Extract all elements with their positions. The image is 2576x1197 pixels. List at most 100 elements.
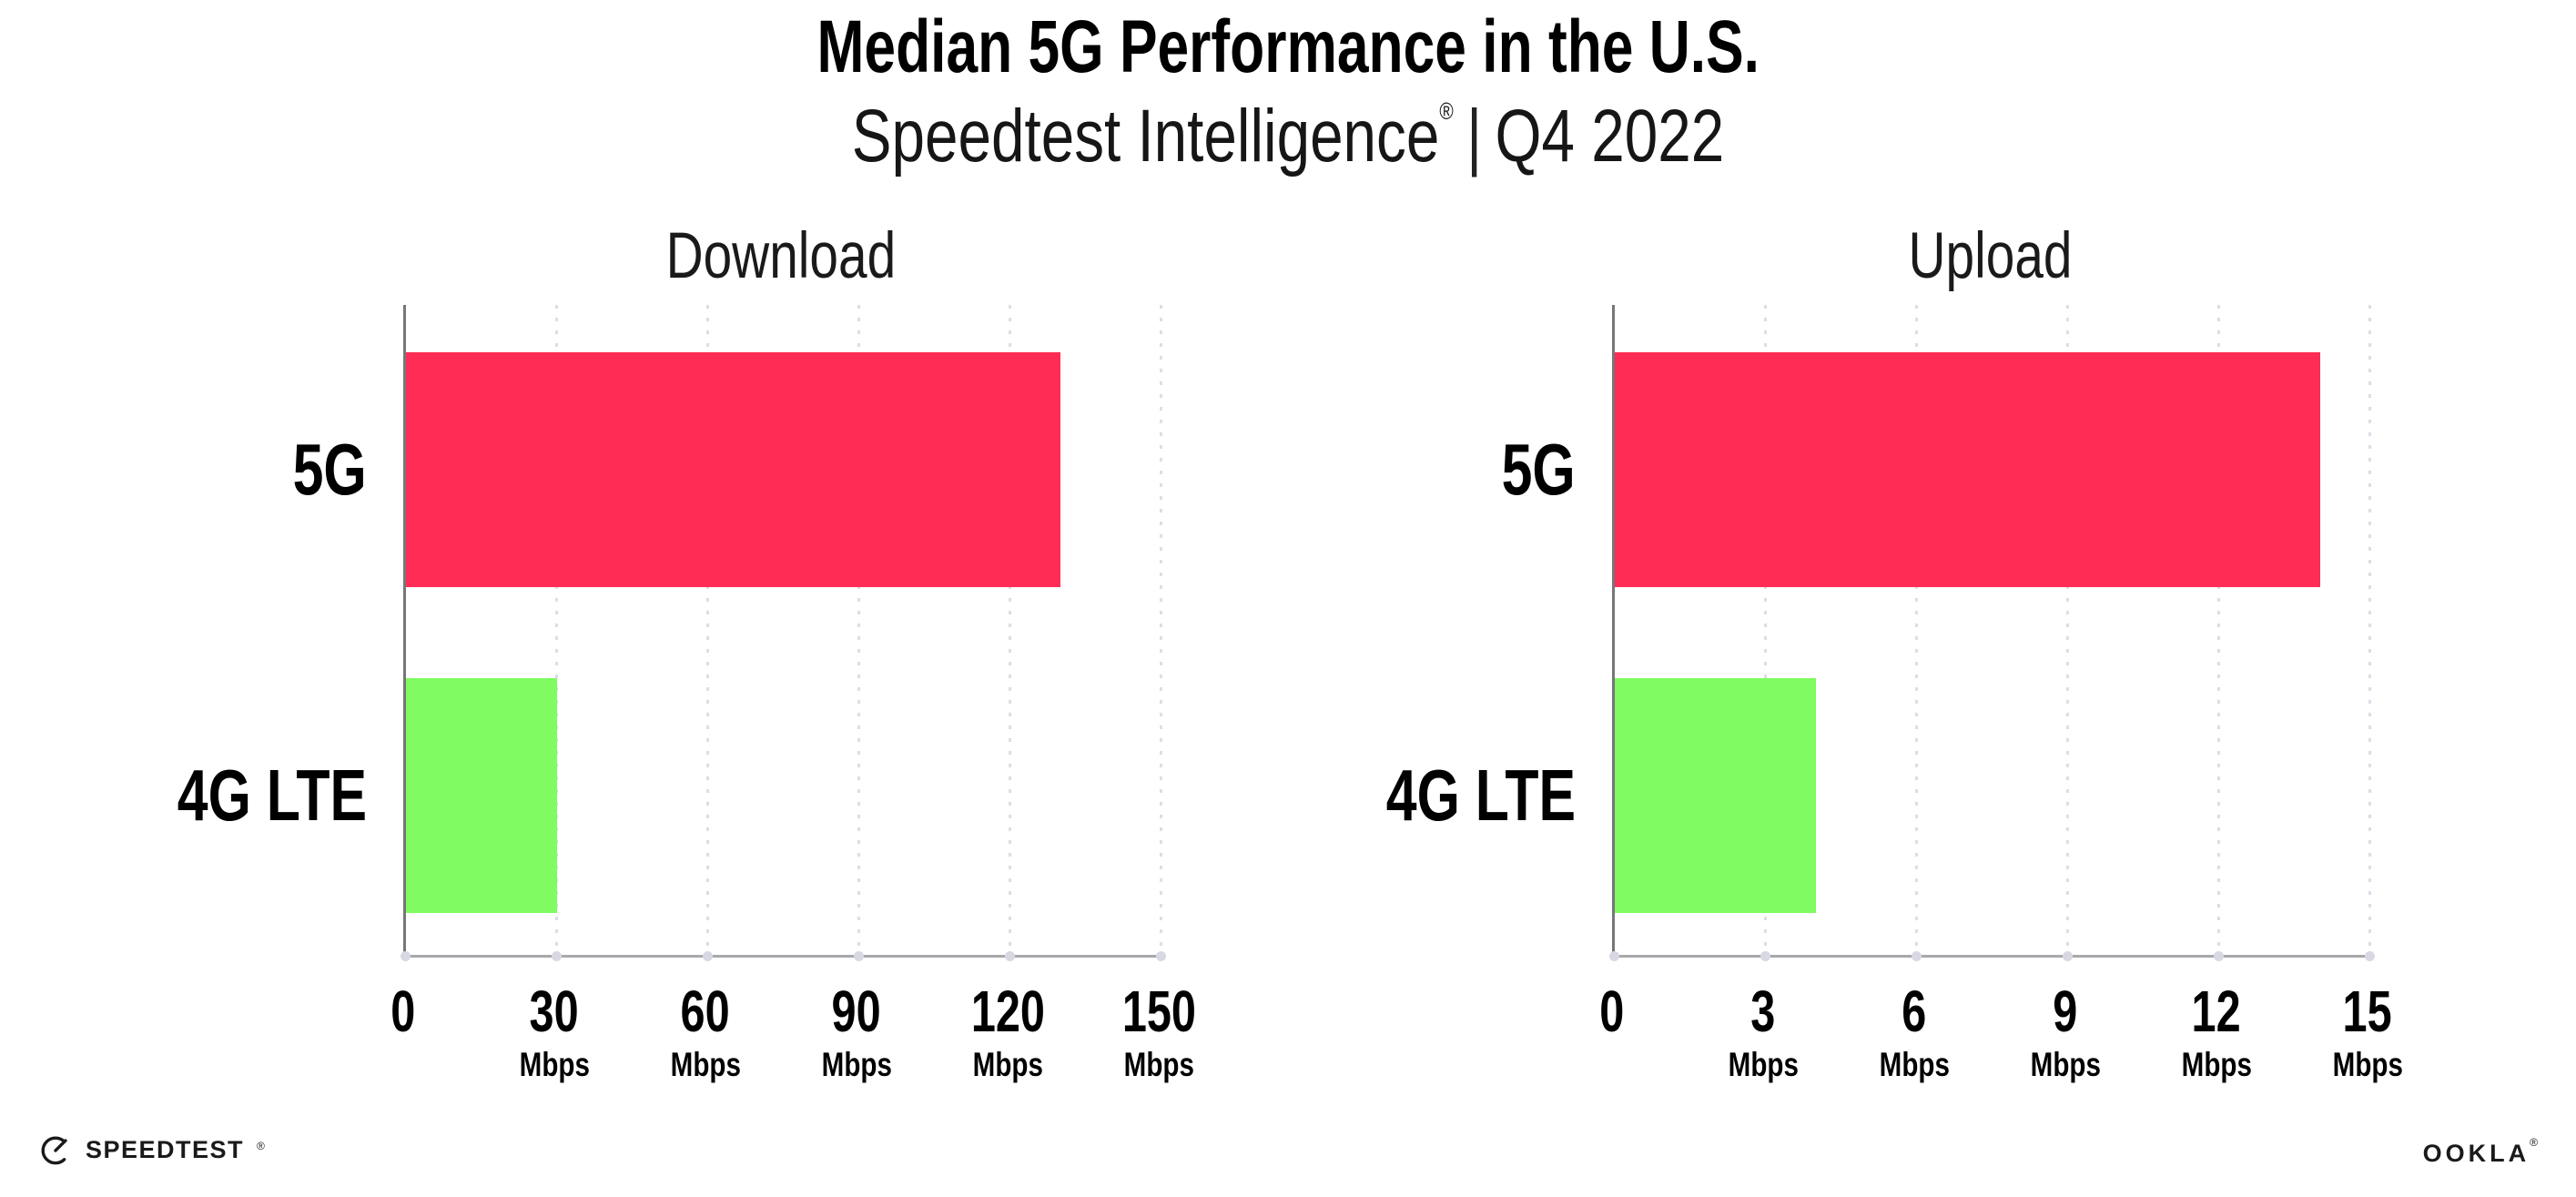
subtitle-brand: Speedtest Intelligence — [851, 95, 1440, 178]
speedtest-gauge-icon — [41, 1136, 70, 1165]
page-subtitle-text: Speedtest Intelligence® | Q4 2022 — [852, 99, 1724, 174]
axis-tick-download-60: 60 Mbps — [614, 982, 796, 1081]
speedtest-trademark: ® — [257, 1140, 265, 1152]
tick-value: 9 — [1974, 982, 2156, 1040]
tick-unit: Mbps — [1823, 1048, 2005, 1081]
gridline-15-mbps — [2368, 305, 2371, 955]
axis-tick-download-30: 30 Mbps — [463, 982, 645, 1081]
chart-title-download: Download — [403, 224, 1159, 289]
tick-value: 90 — [766, 982, 948, 1040]
tick-unit-text: Mbps — [2181, 1046, 2252, 1083]
gridline-150-mbps — [1160, 305, 1162, 955]
axis-tick-upload-9: 9 Mbps — [1974, 982, 2156, 1081]
tick-value: 6 — [1823, 982, 2005, 1040]
gridline-90-mbps — [857, 305, 860, 955]
download-bar-5g — [406, 352, 1060, 587]
tick-unit-text: Mbps — [972, 1046, 1043, 1083]
tick-value-text: 150 — [1121, 979, 1196, 1044]
tick-value-text: 30 — [529, 979, 580, 1044]
chart-title-download-text: Download — [665, 220, 897, 292]
page-subtitle: Speedtest Intelligence® | Q4 2022 — [0, 99, 2576, 174]
gridline-3-mbps — [1764, 305, 1767, 955]
tick-value-text: 6 — [1902, 979, 1927, 1044]
tick-unit-text: Mbps — [670, 1046, 741, 1083]
subtitle-divider: | — [1466, 95, 1483, 178]
tick-value: 12 — [2125, 982, 2307, 1040]
speedtest-wordmark: SPEEDTEST — [86, 1135, 245, 1163]
axis-tick-upload-0: 0 — [1521, 982, 1703, 1081]
upload-bar-5g — [1615, 352, 2320, 587]
category-label-5g-text: 5G — [292, 429, 367, 510]
tick-unit: Mbps — [766, 1048, 948, 1081]
chart-title-upload: Upload — [1612, 224, 2368, 289]
tick-value-text: 0 — [390, 979, 416, 1044]
category-label-5g: 5G — [1175, 352, 1576, 587]
category-label-5g: 5G — [0, 352, 367, 587]
gridline-120-mbps — [1009, 305, 1011, 955]
gridline-base-dot — [1760, 951, 1770, 961]
tick-value-text: 3 — [1750, 979, 1776, 1044]
gridline-base-dot — [1156, 951, 1166, 961]
ookla-wordmark: OOKLA — [2422, 1140, 2530, 1167]
tick-value: 0 — [1521, 982, 1703, 1040]
page-title-text: Median 5G Performance in the U.S. — [816, 5, 1760, 88]
tick-unit: Mbps — [1672, 1048, 1854, 1081]
tick-value: 150 — [1068, 982, 1250, 1040]
registered-mark: ® — [1439, 97, 1454, 125]
tick-value: 120 — [917, 982, 1099, 1040]
category-label-5g-text: 5G — [1501, 429, 1576, 510]
download-plot-area — [401, 305, 1166, 961]
gridline-9-mbps — [2066, 305, 2069, 955]
tick-value-text: 60 — [680, 979, 731, 1044]
gridline-base-dot — [552, 951, 562, 961]
gridline-base-dot — [854, 951, 864, 961]
gridline-60-mbps — [706, 305, 709, 955]
axis-tick-download-150: 150 Mbps — [1068, 982, 1250, 1081]
tick-unit: Mbps — [614, 1048, 796, 1081]
axis-tick-upload-3: 3 Mbps — [1672, 982, 1854, 1081]
gridline-base-dot — [2214, 951, 2224, 961]
chart-title-upload-text: Upload — [1908, 220, 2072, 292]
tick-value: 3 — [1672, 982, 1854, 1040]
gridline-base-dot — [1912, 951, 1922, 961]
tick-value-text: 90 — [831, 979, 882, 1044]
tick-value: 30 — [463, 982, 645, 1040]
tick-unit-text: Mbps — [2332, 1046, 2403, 1083]
tick-value: 0 — [312, 982, 494, 1040]
gridline-base-dot — [2365, 951, 2375, 961]
ookla-logo: OOKLA® — [2422, 1136, 2538, 1168]
axis-tick-download-120: 120 Mbps — [917, 982, 1099, 1081]
category-label-4g-lte: 4G LTE — [0, 678, 367, 913]
axis-tick-upload-12: 12 Mbps — [2125, 982, 2307, 1081]
tick-value: 15 — [2277, 982, 2459, 1040]
tick-unit: Mbps — [1974, 1048, 2156, 1081]
upload-bar-4g-lte — [1615, 678, 1816, 913]
gridline-base-dot — [1005, 951, 1015, 961]
category-label-4g-lte: 4G LTE — [1175, 678, 1576, 913]
tick-value-text: 12 — [2191, 979, 2242, 1044]
axis-tick-upload-6: 6 Mbps — [1823, 982, 2005, 1081]
gridline-base-dot — [401, 951, 411, 961]
tick-value-text: 0 — [1599, 979, 1625, 1044]
tick-unit-text: Mbps — [2030, 1046, 2101, 1083]
gridline-base-dot — [703, 951, 713, 961]
page-title: Median 5G Performance in the U.S. — [0, 10, 2576, 85]
gridline-base-dot — [1609, 951, 1619, 961]
tick-unit: Mbps — [2125, 1048, 2307, 1081]
gridline-30-mbps — [555, 305, 558, 955]
tick-value-text: 120 — [970, 979, 1045, 1044]
tick-unit-text: Mbps — [821, 1046, 892, 1083]
gridline-6-mbps — [1915, 305, 1918, 955]
tick-value: 60 — [614, 982, 796, 1040]
ookla-trademark: ® — [2530, 1136, 2538, 1149]
upload-plot-area — [1609, 305, 2375, 961]
tick-unit: Mbps — [2277, 1048, 2459, 1081]
tick-unit: Mbps — [1068, 1048, 1250, 1081]
tick-unit-text: Mbps — [1728, 1046, 1799, 1083]
tick-unit-text: Mbps — [1123, 1046, 1194, 1083]
axis-tick-download-0: 0 — [312, 982, 494, 1081]
gridline-base-dot — [2063, 951, 2073, 961]
tick-value-text: 9 — [2053, 979, 2078, 1044]
axis-tick-download-90: 90 Mbps — [766, 982, 948, 1081]
